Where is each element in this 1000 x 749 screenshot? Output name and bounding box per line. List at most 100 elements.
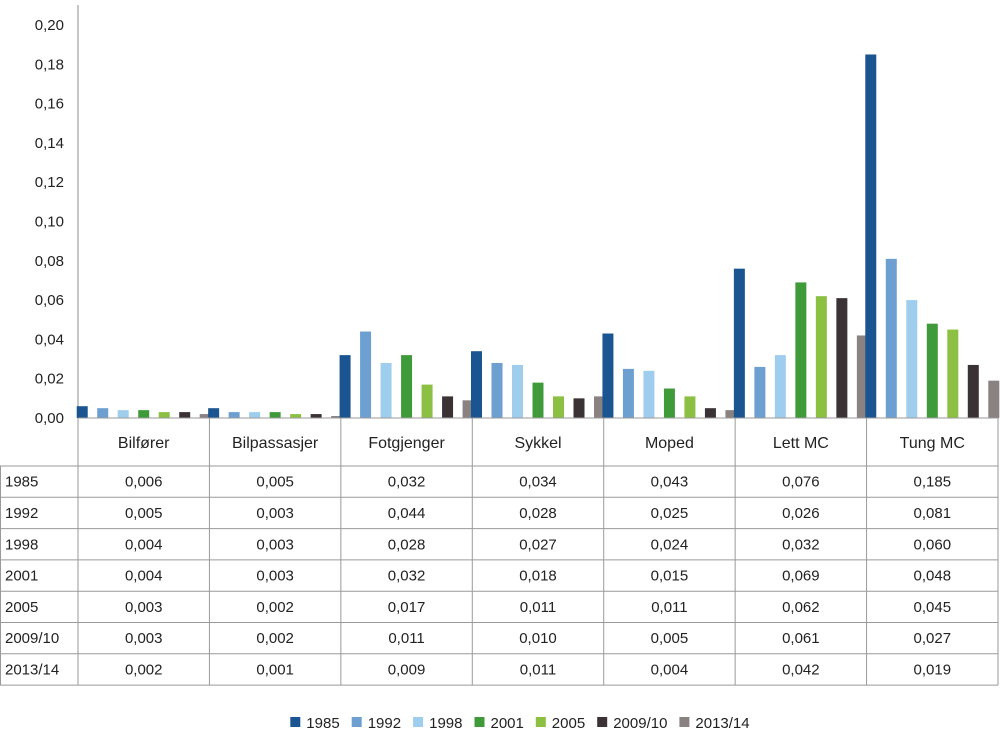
legend-label: 2013/14 (695, 715, 749, 732)
category-label: Fotgjenger (368, 435, 445, 452)
bar (622, 368, 634, 419)
bar (471, 351, 482, 418)
bar (512, 364, 523, 418)
table-cell: 0,027 (519, 536, 557, 553)
legend-label: 1992 (368, 715, 401, 732)
table-cell: 0,005 (256, 474, 294, 491)
legend-label: 1985 (306, 715, 339, 732)
legend-item: 1998 (413, 715, 462, 732)
table-cell: 0,043 (651, 474, 689, 491)
bar (836, 298, 848, 418)
table-cell: 0,061 (782, 630, 820, 647)
bar (290, 414, 302, 418)
table-cell: 0,017 (388, 599, 426, 616)
bar (704, 408, 716, 418)
legend-item: 1992 (351, 715, 401, 732)
data-table: Bilfører Bilpassasjer Fotgjenger Sykkel Mope… (0, 417, 999, 686)
legend-swatch (413, 717, 424, 727)
bar (947, 329, 959, 418)
table-cell: 0,042 (782, 661, 820, 678)
y-tick-label: 0,10 (35, 214, 64, 231)
table-cell: 0,015 (651, 568, 689, 585)
bar (462, 400, 474, 418)
bar (988, 380, 1000, 418)
table-cell: 0,032 (388, 474, 426, 491)
bar (774, 355, 786, 418)
bar (380, 362, 392, 418)
table-cell: 0,004 (125, 536, 163, 553)
table-row-label: 2013/14 (5, 661, 59, 678)
bar (331, 416, 343, 418)
bar (199, 414, 211, 418)
table-cell: 0,003 (256, 568, 294, 585)
y-tick-label: 0,12 (35, 174, 64, 191)
table-cell: 0,028 (388, 536, 426, 553)
category-label: Sykkel (514, 435, 561, 452)
bar (663, 388, 675, 418)
legend-swatch (290, 717, 301, 727)
bar (795, 282, 807, 418)
table-cell: 0,026 (782, 505, 820, 522)
table-cell: 0,011 (388, 630, 424, 647)
y-tick-label: 0,02 (35, 371, 64, 388)
table-row-label: 1998 (5, 536, 38, 553)
table-cell: 0,025 (651, 505, 689, 522)
legend-item: 2013/14 (679, 715, 750, 732)
bar (553, 396, 564, 418)
table-cell: 0,076 (782, 474, 820, 491)
y-axis: 0,00 0,02 0,04 0,06 0,08 0,10 0,12 0,14 0,16 0,18… (35, 5, 79, 427)
bar (967, 364, 979, 418)
category-label: Lett MC (773, 435, 829, 452)
table-cell: 0,003 (256, 536, 294, 553)
table-cell: 0,018 (519, 568, 557, 585)
legend-item: 1985 (290, 715, 340, 732)
bar (97, 408, 109, 418)
y-tick-label: 0,06 (35, 292, 64, 309)
table-cell: 0,011 (520, 599, 556, 616)
table-cell: 0,024 (651, 536, 689, 553)
bar (208, 408, 220, 418)
bar (573, 398, 585, 418)
legend-label: 2001 (491, 715, 524, 732)
table-row-label: 1985 (5, 474, 38, 491)
table-cell: 0,010 (519, 630, 557, 647)
legend-swatch (679, 717, 690, 727)
bar (249, 412, 261, 418)
table-cell: 0,003 (125, 599, 163, 616)
table-cell: 0,081 (914, 505, 952, 522)
table-cell: 0,069 (782, 568, 820, 585)
table-row-label: 2001 (5, 568, 38, 585)
bar (76, 406, 88, 418)
table-cell: 0,006 (125, 474, 163, 491)
bar (815, 296, 827, 418)
table-cell: 0,009 (388, 661, 426, 678)
legend-item: 2005 (535, 715, 585, 732)
legend-item: 2009/10 (597, 715, 667, 732)
table-cell: 0,048 (914, 568, 952, 585)
bar (138, 410, 150, 418)
bar (602, 333, 614, 418)
table-cell: 0,005 (125, 505, 163, 522)
table-cell: 0,004 (651, 661, 689, 678)
bar (725, 410, 737, 418)
bar (421, 384, 433, 418)
legend-swatch (351, 717, 362, 727)
table-cell: 0,019 (914, 661, 952, 678)
table-cell: 0,032 (388, 568, 426, 585)
bar (158, 412, 170, 418)
table-cell: 0,034 (519, 474, 557, 491)
table-cell: 0,001 (256, 661, 294, 678)
bar (926, 323, 938, 418)
table-row-label: 1992 (5, 505, 38, 522)
bar (117, 410, 129, 418)
bar (269, 412, 281, 418)
bar (906, 300, 918, 418)
y-tick-label: 0,00 (35, 410, 64, 427)
y-tick-label: 0,04 (35, 331, 64, 348)
table-cell: 0,005 (651, 630, 689, 647)
y-tick-label: 0,18 (35, 56, 64, 73)
table-cell: 0,027 (914, 630, 952, 647)
bar (442, 396, 454, 418)
bars (76, 54, 1000, 419)
